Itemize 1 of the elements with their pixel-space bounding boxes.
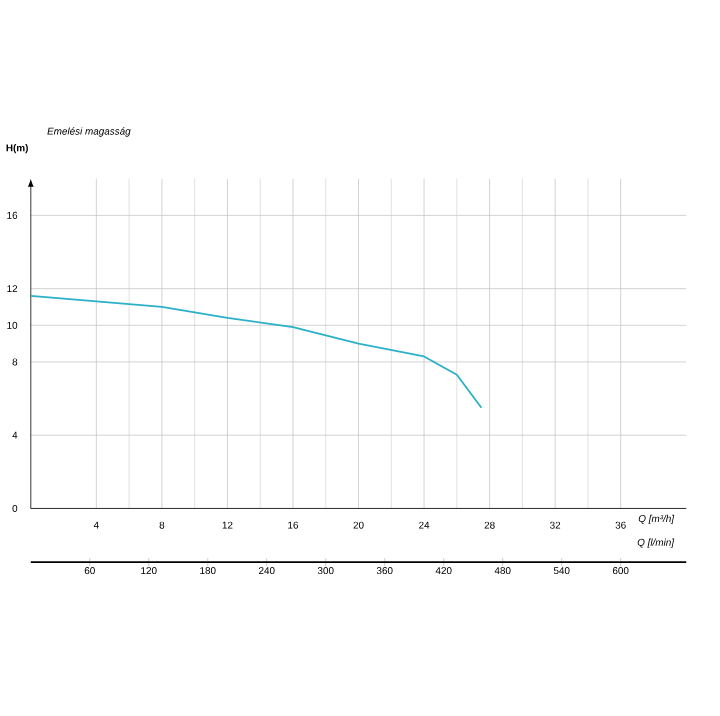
line-series <box>30 295 483 410</box>
